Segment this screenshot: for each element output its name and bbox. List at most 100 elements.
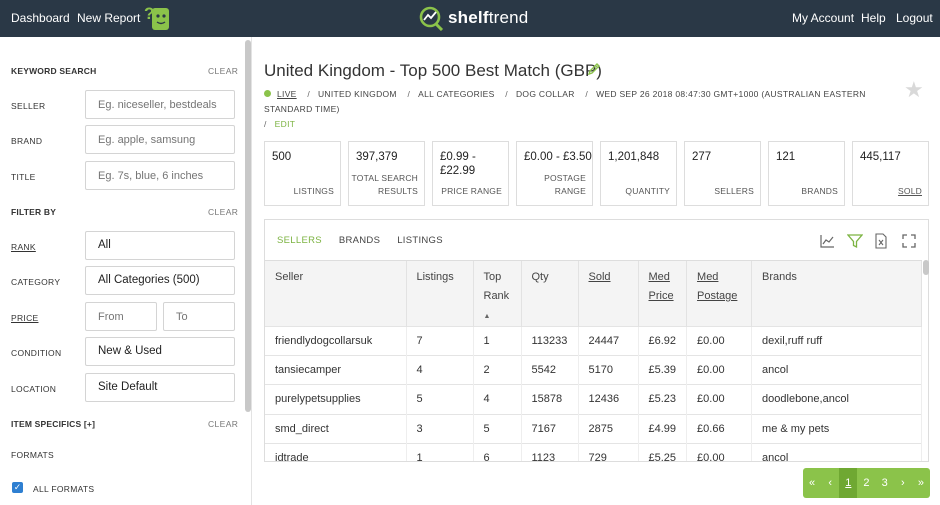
shelftrend-logo[interactable]: shelftrend <box>418 4 528 32</box>
table-scrollbar[interactable] <box>923 260 929 275</box>
stat-value: 397,379 <box>356 151 398 163</box>
sellers-table-wrap: Seller Listings Top Rank ▲ Qty Sold Med … <box>265 260 922 461</box>
stat-card-listings: 500 LISTINGS <box>264 141 341 206</box>
tab-brands[interactable]: BRANDS <box>338 235 381 246</box>
page-prev-button[interactable]: ‹ <box>828 477 833 489</box>
stat-card-brands: 121 BRANDS <box>768 141 845 206</box>
table-row[interactable]: purelypetsupplies 5 4 15878 12436 £5.23 … <box>265 384 922 415</box>
nav-new-report-link[interactable]: New Report <box>77 11 141 25</box>
title-input[interactable] <box>85 161 235 190</box>
results-panel: SELLERS BRANDS LISTINGS Seller Listings <box>264 219 929 462</box>
nav-dashboard-link[interactable]: Dashboard <box>11 11 70 25</box>
sidebar-scrollbar[interactable] <box>245 40 251 412</box>
logo-text: shelftrend <box>448 8 529 27</box>
stat-label: POSTAGE RANGE <box>544 173 586 196</box>
nav-logout-link[interactable]: Logout <box>896 11 933 25</box>
stat-card-quantity: 1,201,848 QUANTITY <box>600 141 677 206</box>
col-top-rank[interactable]: Top Rank ▲ <box>473 261 522 327</box>
cell-med-postage: £0.00 <box>686 355 753 385</box>
table-row[interactable]: smd_direct 3 5 7167 2875 £4.99 £0.66 me … <box>265 413 922 444</box>
filter-icon[interactable] <box>847 233 863 249</box>
rank-label[interactable]: RANK <box>11 242 36 252</box>
cell-sold: 12436 <box>578 384 639 415</box>
cell-med-postage: £0.00 <box>686 384 753 415</box>
nav-help-link[interactable]: Help <box>861 11 886 25</box>
cell-seller: idtrade <box>265 442 407 461</box>
stat-label: SELLERS <box>714 186 754 196</box>
cell-top-rank: 6 <box>473 442 522 461</box>
nav-my-account-link[interactable]: My Account <box>792 11 855 25</box>
cell-brands: ancol <box>751 355 922 385</box>
table-row[interactable]: friendlydogcollarsuk 7 1 113233 24447 £6… <box>265 325 922 356</box>
price-label[interactable]: PRICE <box>11 313 39 323</box>
page-2-button[interactable]: 2 <box>863 477 870 489</box>
cell-med-price: £5.39 <box>638 355 688 385</box>
chart-icon[interactable] <box>819 233 835 249</box>
edit-report-link[interactable]: EDIT <box>274 119 296 129</box>
col-med-postage[interactable]: Med Postage <box>686 261 753 327</box>
cell-qty: 15878 <box>521 384 579 415</box>
crumb-live[interactable]: LIVE <box>277 89 297 99</box>
page-next-button[interactable]: › <box>900 477 905 489</box>
filter-clear-button[interactable]: CLEAR <box>208 207 239 217</box>
stat-card-price-range: £0.99 - £22.99 PRICE RANGE <box>432 141 509 206</box>
item-specifics-clear-button[interactable]: CLEAR <box>208 419 239 429</box>
page-first-button[interactable]: « <box>809 477 816 489</box>
stat-card-total-results: 397,379 TOTAL SEARCH RESULTS <box>348 141 425 206</box>
table-row[interactable]: idtrade 1 6 1123 729 £5.25 £0.00 ancol <box>265 442 922 461</box>
top-navbar: Dashboard New Report ? shelftrend My Acc… <box>0 0 940 37</box>
price-from-input[interactable] <box>85 302 157 331</box>
location-select[interactable]: Site Default <box>85 373 235 402</box>
item-specifics-toggle[interactable]: ITEM SPECIFICS [+] <box>11 419 96 429</box>
rank-select[interactable]: All <box>85 231 235 260</box>
col-listings[interactable]: Listings <box>406 261 474 327</box>
category-select[interactable]: All Categories (500) <box>85 266 235 295</box>
edit-pencil-icon[interactable] <box>587 62 601 76</box>
cell-med-postage: £0.66 <box>686 413 753 444</box>
excel-export-icon[interactable] <box>873 233 889 249</box>
favorite-star-icon[interactable]: ★ <box>904 77 924 102</box>
stat-value: £0.99 - £22.99 <box>440 151 476 177</box>
price-to-input[interactable] <box>163 302 235 331</box>
cell-med-price: £4.99 <box>638 413 688 444</box>
filter-by-heading: FILTER BY <box>11 207 57 217</box>
table-header-row: Seller Listings Top Rank ▲ Qty Sold Med … <box>265 261 922 327</box>
cell-sold: 2875 <box>578 413 639 444</box>
help-character-icon[interactable]: ? <box>143 2 171 32</box>
all-formats-label[interactable]: ALL FORMATS <box>33 484 95 494</box>
seller-input[interactable] <box>85 90 235 119</box>
page-3-button[interactable]: 3 <box>881 477 888 489</box>
col-qty[interactable]: Qty <box>521 261 579 327</box>
cell-qty: 5542 <box>521 355 579 385</box>
fullscreen-icon[interactable] <box>901 233 917 249</box>
cell-listings: 3 <box>406 413 474 444</box>
location-label: LOCATION <box>11 384 57 394</box>
stat-label: TOTAL SEARCH RESULTS <box>351 173 418 196</box>
stat-label: QUANTITY <box>625 186 670 196</box>
sort-asc-icon: ▲ <box>483 313 491 320</box>
col-sold[interactable]: Sold <box>578 261 639 327</box>
crumb-country: UNITED KINGDOM <box>317 89 397 99</box>
tab-sellers[interactable]: SELLERS <box>277 235 322 246</box>
col-seller[interactable]: Seller <box>265 261 407 327</box>
all-formats-checkbox[interactable]: ✓ <box>12 482 23 493</box>
cell-sold: 729 <box>578 442 639 461</box>
breadcrumb: LIVE / UNITED KINGDOM / ALL CATEGORIES / DO… <box>264 89 866 129</box>
crumb-category: ALL CATEGORIES <box>418 89 495 99</box>
page-last-button[interactable]: » <box>917 477 924 489</box>
stat-value: 277 <box>692 151 712 163</box>
page-1-button[interactable]: 1 <box>839 468 858 498</box>
cell-brands: doodlebone,ancol <box>751 384 922 415</box>
stat-label[interactable]: SOLD <box>898 186 922 196</box>
condition-select[interactable]: New & Used <box>85 337 235 366</box>
stat-card-sold: 445,117 SOLD <box>852 141 929 206</box>
tab-listings[interactable]: LISTINGS <box>397 235 443 246</box>
col-med-price[interactable]: Med Price <box>638 261 688 327</box>
table-row[interactable]: tansiecamper 4 2 5542 5170 £5.39 £0.00 a… <box>265 355 922 385</box>
col-brands[interactable]: Brands <box>751 261 922 327</box>
result-tabs: SELLERS BRANDS LISTINGS <box>277 235 457 246</box>
cell-med-price: £5.23 <box>638 384 688 415</box>
cell-listings: 1 <box>406 442 474 461</box>
keyword-clear-button[interactable]: CLEAR <box>208 66 239 76</box>
brand-input[interactable] <box>85 125 235 154</box>
